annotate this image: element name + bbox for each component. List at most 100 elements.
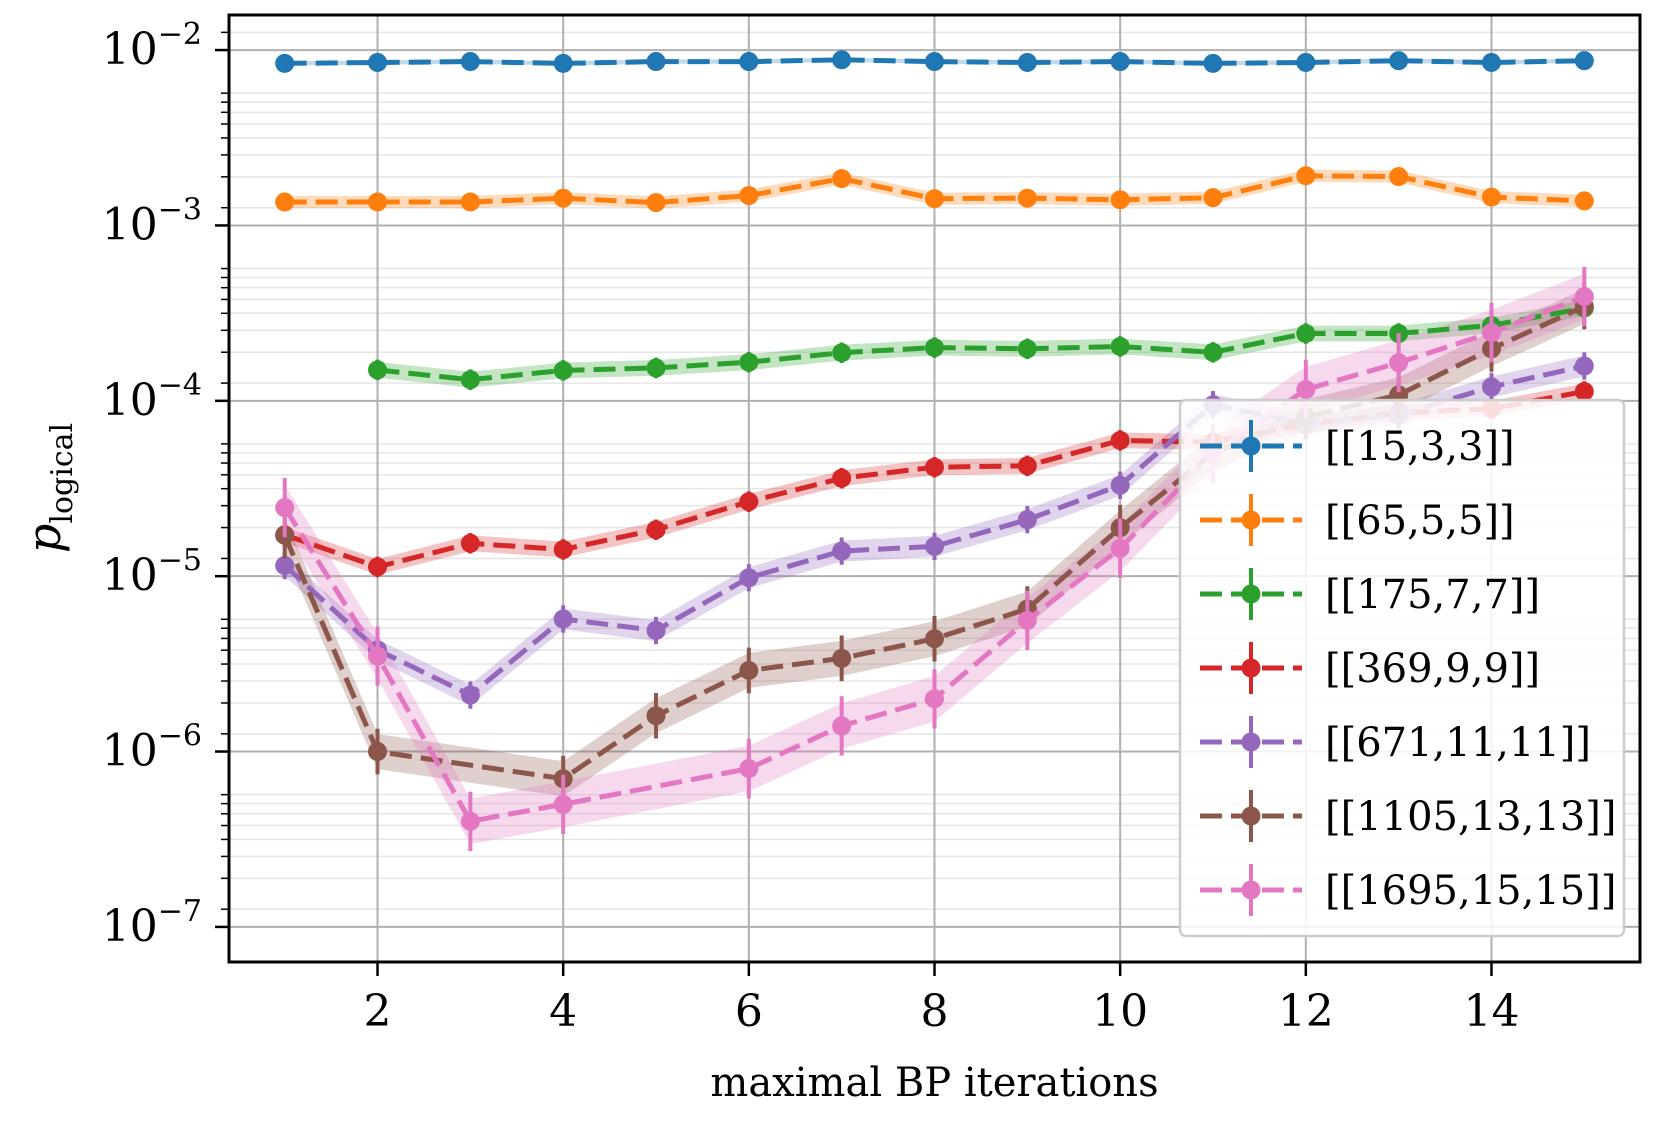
data-point [925, 189, 944, 209]
legend-marker [1241, 880, 1261, 900]
data-point [925, 629, 944, 649]
x-tick-label: 6 [735, 986, 763, 1037]
data-point [1110, 430, 1130, 450]
legend-marker [1241, 436, 1261, 456]
data-point [739, 568, 759, 588]
legend-label: [[175,7,7]] [1325, 572, 1540, 618]
data-point [1574, 356, 1594, 376]
data-point [368, 192, 388, 212]
data-point [1574, 191, 1594, 211]
data-point [460, 811, 480, 831]
data-point [925, 536, 944, 556]
legend-label: [[15,3,3]] [1325, 424, 1515, 470]
data-point [1110, 337, 1130, 357]
data-point [1389, 353, 1409, 373]
data-point [832, 648, 852, 668]
legend-label: [[369,9,9]] [1325, 646, 1540, 692]
x-tick-label: 12 [1278, 986, 1334, 1037]
data-point [646, 193, 666, 213]
data-point [1017, 188, 1037, 208]
y-tick-base: 10 [102, 375, 158, 426]
data-point [1017, 456, 1037, 476]
data-point [1574, 51, 1594, 71]
x-tick-label: 2 [364, 986, 392, 1037]
data-point [460, 533, 480, 553]
data-point [1481, 52, 1501, 72]
data-point [460, 685, 480, 705]
data-point [1296, 166, 1316, 186]
data-point [368, 646, 388, 666]
y-tick-label: 10−4 [102, 368, 202, 426]
data-point [1017, 610, 1037, 630]
data-point [646, 52, 666, 72]
legend-box [1178, 398, 1626, 938]
data-point [553, 188, 573, 208]
y-tick-base: 10 [102, 901, 158, 952]
data-point [925, 457, 944, 477]
data-point [368, 360, 388, 380]
data-point [739, 660, 759, 680]
data-point [1296, 52, 1316, 72]
data-point [832, 169, 852, 189]
data-point [739, 52, 759, 72]
confidence-band [284, 355, 1585, 706]
confidence-band [284, 289, 1585, 797]
data-point [739, 352, 759, 372]
data-point [368, 52, 388, 72]
y-axis-title-sub: logical [45, 423, 80, 524]
data-point [1110, 538, 1130, 558]
legend-label: [[671,11,11]] [1325, 720, 1591, 766]
data-point [275, 53, 295, 73]
y-tick-label: 10−2 [102, 17, 202, 75]
data-point [832, 50, 852, 70]
data-point [832, 541, 852, 561]
legend-marker [1241, 806, 1261, 826]
y-tick-exponent: −5 [158, 543, 202, 578]
data-point [646, 706, 666, 726]
legend-marker [1241, 510, 1261, 530]
data-point [925, 689, 944, 709]
data-point [832, 468, 852, 488]
data-point [1296, 380, 1316, 400]
y-axis-title-main: p [17, 524, 71, 553]
data-point [1481, 323, 1501, 343]
y-tick-label: 10−7 [102, 894, 202, 952]
data-point [1017, 52, 1037, 72]
data-point [275, 556, 295, 576]
x-tick-label: 8 [921, 986, 949, 1037]
data-point [1110, 190, 1130, 210]
data-point [646, 621, 666, 641]
data-point [832, 343, 852, 363]
data-point [553, 609, 573, 629]
data-point [1203, 188, 1223, 208]
y-tick-base: 10 [102, 726, 158, 777]
data-point [368, 742, 388, 762]
data-point [1110, 52, 1130, 72]
series-line [282, 294, 1586, 824]
x-axis-title: maximal BP iterations [710, 1060, 1158, 1106]
data-point [460, 192, 480, 212]
data-point [1574, 382, 1594, 402]
data-point [1481, 187, 1501, 207]
y-tick-label: 10−3 [102, 192, 202, 250]
y-tick-base: 10 [102, 550, 158, 601]
data-point [1389, 167, 1409, 187]
data-point [460, 52, 480, 72]
y-tick-base: 10 [102, 199, 158, 250]
data-point [1017, 510, 1037, 530]
y-tick-exponent: −3 [158, 192, 202, 227]
confidence-band [377, 300, 1585, 388]
y-axis-title: plogical [17, 423, 80, 553]
data-point [739, 492, 759, 512]
data-point [925, 338, 944, 358]
legend-label: [[1695,15,15]] [1325, 868, 1616, 914]
data-point [553, 794, 573, 814]
legend-label: [[65,5,5]] [1325, 498, 1515, 544]
data-point [275, 498, 295, 518]
legend-marker [1241, 584, 1261, 604]
data-point [275, 192, 295, 212]
legend: [[15,3,3]] [[65,5,5]] [[175,7,7]] [[369,9,9… [1178, 398, 1626, 938]
series-line [282, 304, 1586, 782]
data-point [925, 52, 944, 72]
